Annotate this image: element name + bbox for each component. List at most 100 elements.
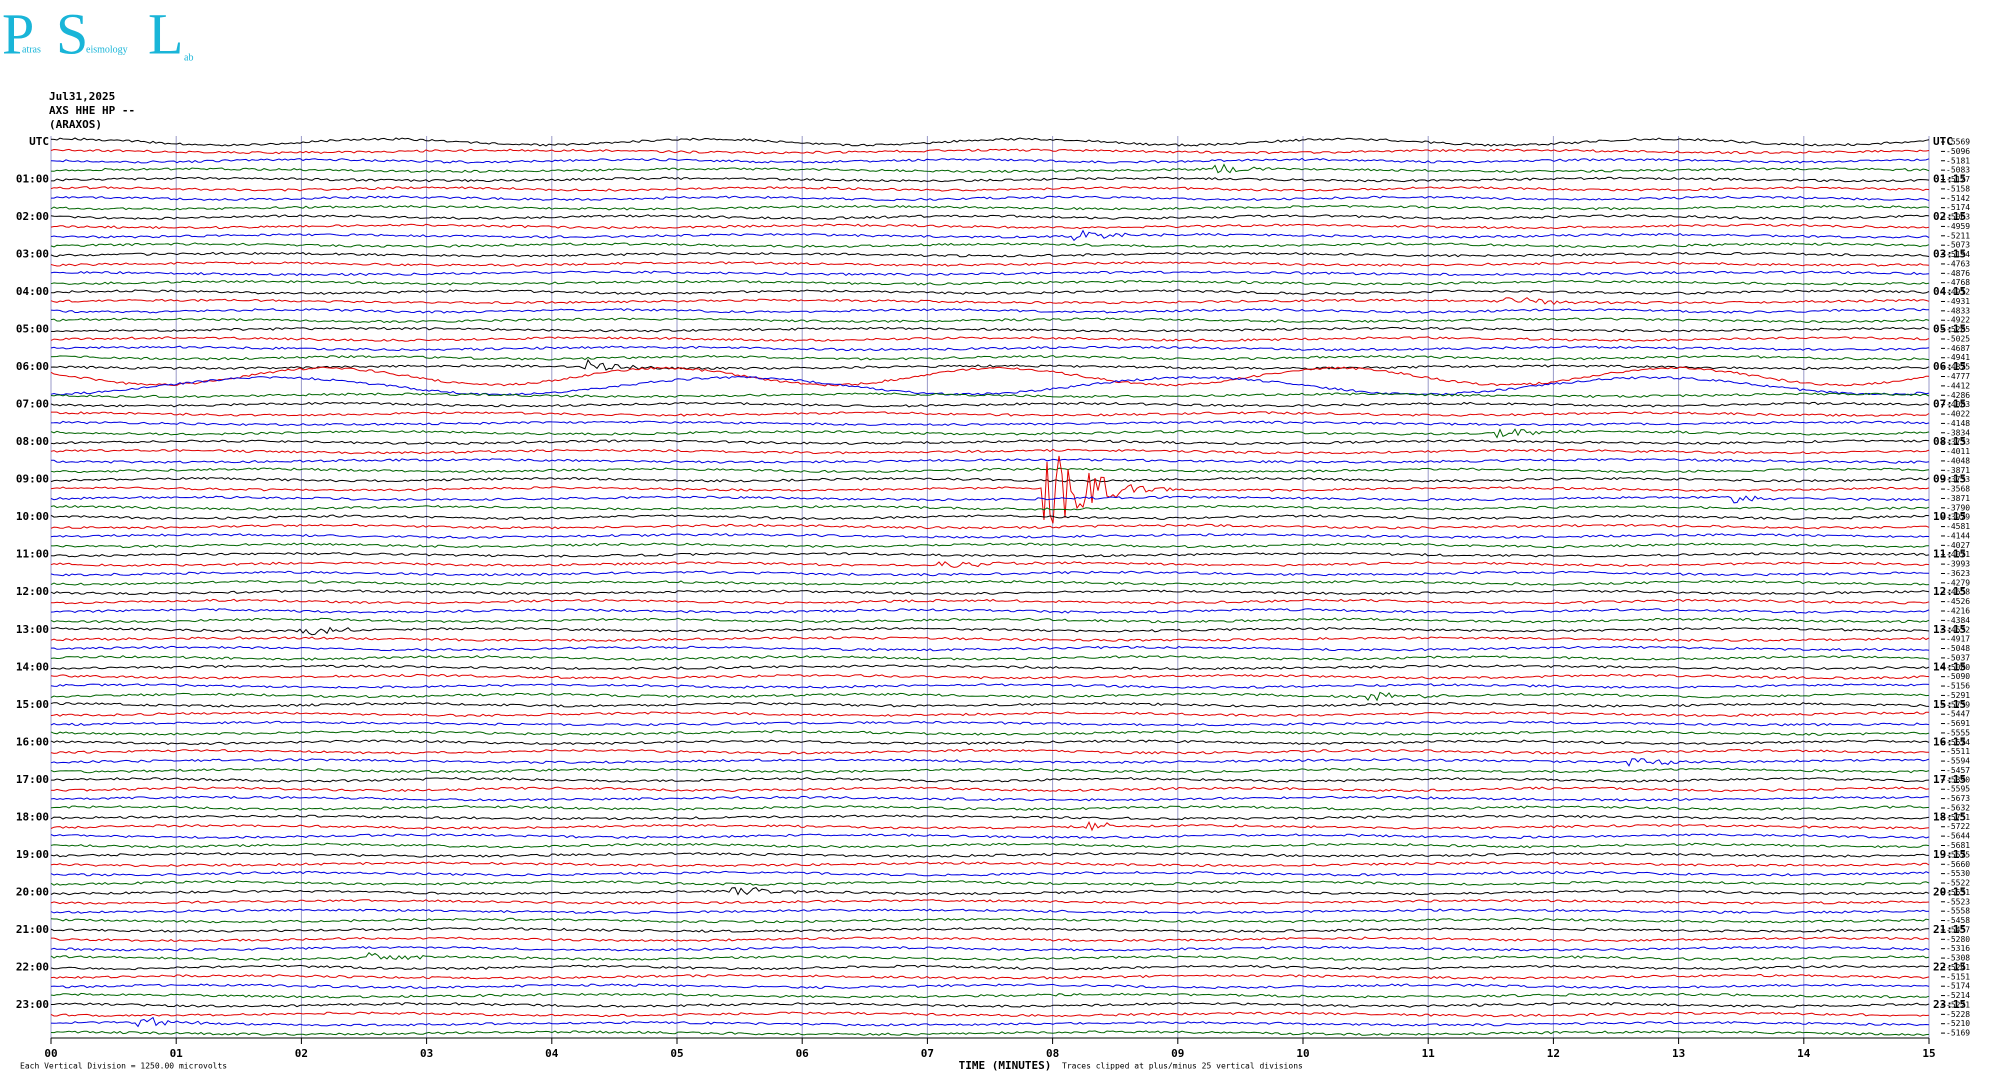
trace xyxy=(51,458,1930,464)
left-time-label: 02:00 xyxy=(16,210,49,223)
trace-offset: -4875 xyxy=(1946,363,1970,372)
trace-offset: -3733 xyxy=(1946,438,1970,447)
right-time-label: 02:15 xyxy=(1933,210,1966,223)
trace xyxy=(50,673,1930,680)
station: AXS HHE HP -- xyxy=(49,104,135,117)
x-tick-label: 12 xyxy=(1547,1047,1560,1060)
trace xyxy=(50,870,1930,877)
trace-offset: -4912 xyxy=(1946,288,1970,297)
trace-offset: -5127 xyxy=(1946,175,1970,184)
trace-offset: -4922 xyxy=(1946,316,1970,325)
trace xyxy=(50,157,1930,164)
trace-offset: -5025 xyxy=(1946,334,1970,343)
trace-offset: -3733 xyxy=(1946,475,1970,484)
trace xyxy=(50,420,1930,427)
trace xyxy=(50,308,1930,314)
trace xyxy=(50,354,1930,361)
trace-offset: -5458 xyxy=(1946,916,1970,925)
trace xyxy=(50,514,1930,521)
trace-offset: -5090 xyxy=(1946,672,1970,681)
trace xyxy=(50,691,1930,702)
x-tick-label: 08 xyxy=(1046,1047,1059,1060)
trace xyxy=(50,820,1930,832)
trace-offset: -4941 xyxy=(1946,353,1970,362)
left-time-label: 13:00 xyxy=(16,623,49,636)
trace-offset: -5594 xyxy=(1946,757,1970,766)
trace xyxy=(50,326,1930,333)
right-time-label: UTC xyxy=(1933,135,1953,148)
trace xyxy=(50,317,1930,324)
trace xyxy=(50,655,1930,661)
trace xyxy=(51,936,1930,943)
trace xyxy=(50,580,1930,586)
left-time-label: 08:00 xyxy=(16,435,49,448)
trace-offset: -5291 xyxy=(1946,691,1970,700)
trace-offset: -3871 xyxy=(1946,494,1970,503)
trace xyxy=(50,214,1930,220)
x-tick-label: 02 xyxy=(295,1047,308,1060)
trace xyxy=(50,261,1930,267)
trace xyxy=(50,495,1930,504)
trace xyxy=(50,229,1930,242)
trace-offset: -5158 xyxy=(1946,184,1970,193)
trace-offset: -5073 xyxy=(1946,241,1970,250)
left-time-label: 04:00 xyxy=(16,285,49,298)
trace-offset: -4027 xyxy=(1946,541,1970,550)
trace xyxy=(50,270,1930,277)
trace xyxy=(50,1011,1930,1018)
trace-offset: -3834 xyxy=(1946,428,1970,437)
left-time-label: 03:00 xyxy=(16,248,49,261)
trace xyxy=(50,523,1930,530)
trace xyxy=(50,664,1930,671)
logo-letter: P xyxy=(2,1,34,66)
trace xyxy=(50,626,1930,636)
trace-offset: -5530 xyxy=(1946,869,1970,878)
trace xyxy=(50,645,1930,652)
scale-note: Each Vertical Division = 1250.00 microvo… xyxy=(20,1062,227,1071)
left-time-label: 06:00 xyxy=(16,360,49,373)
x-axis-title: TIME (MINUTES) xyxy=(959,1059,1052,1072)
left-time-label: 16:00 xyxy=(16,735,49,748)
trace xyxy=(50,358,1930,371)
right-time-label: 16:15 xyxy=(1933,735,1966,748)
trace xyxy=(50,345,1930,352)
trace-offset: -5181 xyxy=(1946,156,1970,165)
trace-offset: -4833 xyxy=(1946,306,1970,315)
x-tick-label: 06 xyxy=(796,1047,810,1060)
trace-offset: -3871 xyxy=(1946,466,1970,475)
x-tick-label: 11 xyxy=(1422,1047,1436,1060)
trace-offset: -5210 xyxy=(1946,1019,1970,1028)
trace-offset: -5048 xyxy=(1946,644,1970,653)
trace-offset: -5080 xyxy=(1946,663,1970,672)
x-tick-label: 07 xyxy=(921,1047,934,1060)
x-tick-label: 04 xyxy=(545,1047,559,1060)
right-time-label: 10:15 xyxy=(1933,510,1966,523)
trace-offset: -5308 xyxy=(1946,954,1970,963)
trace-offset: -4048 xyxy=(1946,456,1970,465)
trace xyxy=(50,964,1930,971)
left-time-label: 17:00 xyxy=(16,773,49,786)
trace xyxy=(50,366,1930,387)
trace xyxy=(50,551,1930,558)
trace xyxy=(50,908,1930,914)
left-time-label: 20:00 xyxy=(16,885,49,898)
trace xyxy=(50,533,1930,539)
left-time-label: 18:00 xyxy=(16,810,49,823)
trace-offset: -5228 xyxy=(1946,1010,1970,1019)
trace xyxy=(50,683,1930,689)
trace xyxy=(50,880,1930,886)
x-tick-label: 01 xyxy=(170,1047,184,1060)
trace-offset: -5169 xyxy=(1946,1029,1970,1038)
trace xyxy=(51,598,1930,605)
trace xyxy=(50,833,1930,839)
right-time-label: 13:15 xyxy=(1933,623,1966,636)
right-time-label: 12:15 xyxy=(1933,585,1966,598)
trace-offset: -5156 xyxy=(1946,682,1970,691)
trace-offset: -5739 xyxy=(1946,700,1970,709)
trace xyxy=(50,898,1930,905)
trace xyxy=(50,887,1930,896)
trace xyxy=(50,842,1930,849)
trace-offset: -4532 xyxy=(1946,625,1970,634)
trace xyxy=(50,223,1930,230)
